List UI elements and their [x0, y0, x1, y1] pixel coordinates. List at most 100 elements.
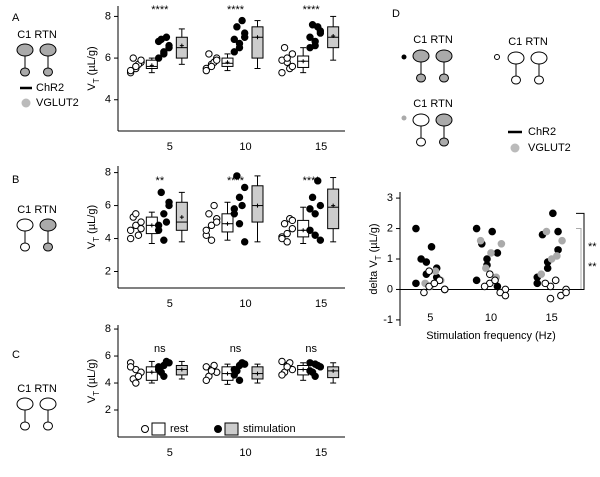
data-point	[533, 279, 542, 288]
data-point	[306, 205, 314, 213]
mean-marker	[301, 228, 306, 233]
y-tick-label: 8	[105, 323, 111, 335]
schematic-label: C1 RTN	[413, 98, 453, 110]
data-point	[162, 33, 171, 41]
box	[327, 188, 340, 230]
data-point	[132, 221, 140, 230]
data-point	[412, 279, 420, 288]
data-point	[233, 23, 241, 31]
data-point	[162, 357, 171, 366]
data-point	[238, 16, 246, 25]
legend-label: ChR2	[528, 126, 556, 138]
data-point	[283, 238, 291, 246]
data-point	[425, 267, 433, 275]
data-point	[126, 363, 135, 371]
data-point	[420, 288, 428, 297]
y-label-main: V	[86, 395, 98, 403]
data-point	[154, 37, 163, 46]
mean-marker	[331, 34, 336, 38]
y-label-sub: T	[92, 237, 101, 242]
data-point	[213, 218, 221, 226]
x-tick-label: 10	[485, 312, 497, 324]
y-axis-label: VT (µL/g)	[86, 46, 101, 90]
y-axis-label: delta VT (µL/g)	[368, 223, 383, 294]
mean-marker	[149, 223, 154, 228]
data-point	[154, 54, 163, 62]
data-point	[230, 210, 239, 218]
mean-marker	[149, 63, 154, 68]
data-point	[235, 43, 244, 52]
schematic-neuron	[39, 218, 57, 232]
legend-dot	[21, 98, 31, 108]
significance: **	[156, 175, 165, 187]
data-point	[165, 41, 173, 50]
data-point	[554, 246, 562, 254]
data-point	[207, 236, 216, 244]
schematic-neuron	[16, 218, 34, 232]
y-tick-label: 2	[105, 404, 111, 416]
y-tick-label: 6	[105, 52, 111, 64]
data-point	[280, 220, 289, 228]
x-tick-label: 15	[546, 312, 558, 324]
data-point	[230, 371, 239, 379]
data-point	[205, 210, 213, 218]
data-point	[431, 267, 440, 275]
y-label-unit: (µL/g)	[368, 223, 380, 255]
y-label-main: V	[86, 241, 98, 249]
data-point	[472, 224, 481, 233]
significance: **	[588, 241, 597, 253]
data-point	[213, 56, 221, 64]
y-tick-label: 6	[105, 199, 111, 211]
x-tick-label: 15	[315, 447, 327, 459]
y-tick-label: 4	[105, 94, 111, 106]
data-point	[126, 66, 135, 75]
data-point	[126, 234, 135, 243]
schematic-terminal	[43, 67, 53, 77]
legend-box	[151, 422, 166, 436]
data-point	[543, 264, 552, 272]
mean-marker	[301, 59, 306, 64]
y-tick-label: -1	[383, 314, 393, 326]
mean-marker	[331, 368, 336, 373]
data-point	[160, 50, 168, 58]
legend-dot	[510, 143, 520, 153]
mean-marker	[179, 367, 184, 372]
schematic-label: C1 RTN	[17, 204, 57, 216]
data-point	[558, 236, 566, 245]
data-point	[235, 376, 244, 385]
x-tick-label: 5	[167, 141, 173, 153]
data-point	[311, 231, 319, 239]
y-tick-label: 8	[105, 167, 111, 179]
x-tick-label: 15	[315, 141, 327, 153]
schematic-neuron	[530, 51, 548, 65]
mean-marker	[225, 221, 230, 226]
data-point	[235, 220, 244, 228]
data-point	[314, 23, 322, 31]
x-tick-label: 5	[427, 312, 433, 324]
schematic-terminal	[439, 73, 449, 83]
panel-label: A	[12, 12, 20, 24]
data-point	[207, 221, 216, 230]
group-dot	[401, 115, 407, 121]
x-tick-label: 15	[315, 298, 327, 310]
data-point	[132, 379, 140, 387]
legend-dot	[141, 425, 149, 433]
data-point	[306, 367, 314, 375]
y-label-sub: T	[92, 78, 101, 83]
group-dot	[401, 54, 407, 60]
data-point	[202, 66, 211, 75]
x-axis-label: Stimulation frequency (Hz)	[426, 330, 556, 342]
mean-marker	[149, 370, 154, 375]
data-point	[316, 236, 325, 244]
y-tick-label: 4	[105, 232, 111, 244]
data-point	[311, 372, 319, 380]
y-axis-label: VT (µL/g)	[86, 359, 101, 403]
data-point	[241, 238, 249, 246]
mean-marker	[179, 43, 184, 48]
data-point	[316, 29, 325, 37]
data-point	[554, 227, 562, 236]
data-point	[486, 270, 494, 279]
data-point	[306, 33, 314, 41]
significance: ns	[154, 343, 166, 355]
